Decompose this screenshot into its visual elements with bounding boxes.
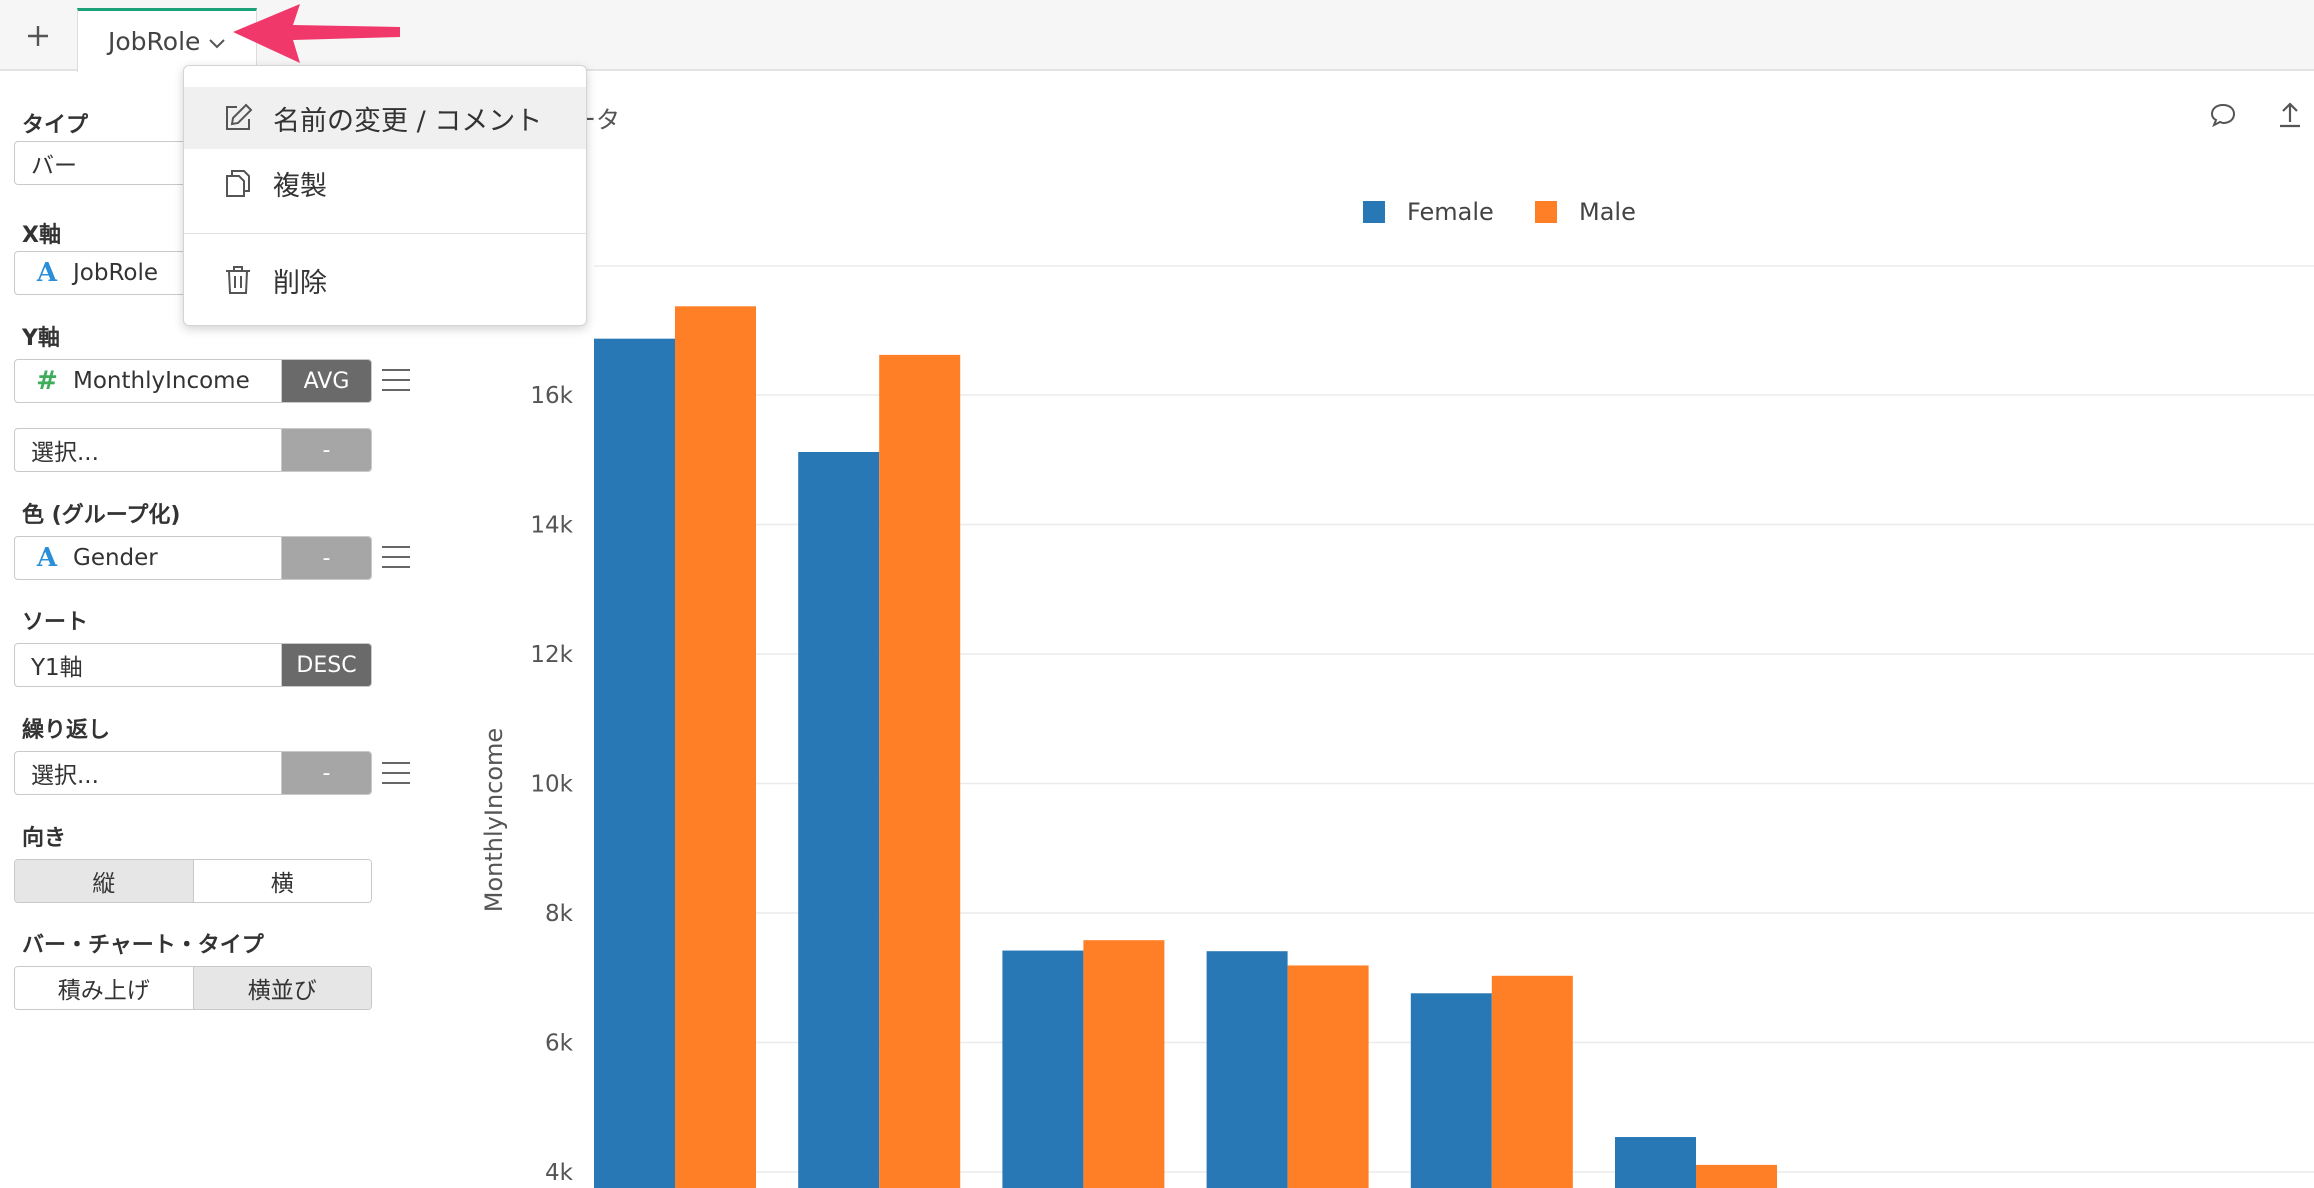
legend-label-male: Male (1579, 198, 1636, 226)
legend-label-female: Female (1407, 198, 1494, 226)
orientation-label: 向き (22, 826, 67, 851)
sort-label: ソート (22, 610, 89, 635)
x-axis-value: JobRole (73, 260, 159, 286)
bar-male[interactable] (879, 354, 961, 1188)
text-type-icon: A (36, 543, 58, 573)
bar-stacked-button[interactable]: 積み上げ (15, 967, 193, 1009)
bar-side-by-side-button[interactable]: 横並び (192, 967, 371, 1009)
export-icon[interactable] (2276, 100, 2304, 130)
repeat-menu-icon[interactable] (382, 762, 410, 784)
legend-swatch-male (1535, 201, 1557, 223)
y-tick-label: 8k (545, 901, 574, 927)
orientation-horizontal-button[interactable]: 横 (192, 860, 371, 902)
delete-menu-item[interactable]: 削除 (184, 249, 586, 311)
y-tick-label: 16k (530, 383, 573, 409)
color-value: Gender (73, 545, 158, 571)
comment-icon[interactable] (2208, 100, 2238, 130)
y-tick-label: 12k (530, 642, 573, 668)
color-menu-icon[interactable] (382, 546, 410, 568)
numeric-type-icon: # (36, 366, 58, 396)
repeat-select[interactable]: 選択... - (14, 751, 372, 795)
chevron-down-icon[interactable] (208, 38, 226, 50)
tab-context-menu: 名前の変更 / コメント 複製 削除 (183, 65, 587, 326)
bar-male[interactable] (675, 306, 756, 1188)
y-axis-value: MonthlyIncome (73, 368, 250, 394)
bar-female[interactable] (1206, 951, 1288, 1188)
y-tick-label: 6k (545, 1031, 574, 1057)
tab-jobrole[interactable]: JobRole (77, 8, 257, 72)
y-axis-menu-icon[interactable] (382, 369, 410, 391)
color-select[interactable]: A Gender - (14, 536, 372, 580)
y-tick-label: 10k (530, 772, 573, 798)
bar-female[interactable] (594, 338, 675, 1188)
y2-aggregation-button[interactable]: - (281, 429, 371, 471)
tab-label: JobRole (108, 27, 201, 56)
delete-label: 削除 (273, 267, 327, 299)
menu-separator (184, 233, 586, 234)
repeat-value: 選択... (31, 763, 99, 789)
plus-icon (28, 26, 48, 46)
sort-select[interactable]: Y1軸 DESC (14, 643, 372, 687)
orientation-vertical-button[interactable]: 縦 (15, 860, 193, 902)
bar-male[interactable] (1696, 1164, 1777, 1188)
legend-item-male: Male (1535, 198, 1636, 226)
y-axis-select[interactable]: # MonthlyIncome AVG (14, 359, 372, 403)
bar-female[interactable] (798, 451, 880, 1188)
bar-male[interactable] (1491, 975, 1573, 1188)
repeat-label: 繰り返し (22, 718, 111, 743)
type-value: バー (31, 153, 77, 179)
bar-male[interactable] (1287, 965, 1369, 1188)
sort-order-button[interactable]: DESC (281, 644, 371, 686)
sort-value: Y1軸 (31, 655, 83, 681)
chart-settings-panel: タイプ バー X軸 A JobRole Y軸 # MonthlyIncome A… (0, 73, 430, 1188)
text-type-icon: A (36, 258, 58, 288)
y-axis-title: MonthlyIncome (480, 727, 508, 913)
bar-chart-type-label: バー・チャート・タイプ (22, 933, 264, 958)
y-tick-label: 14k (530, 513, 573, 539)
bar-female[interactable] (1002, 950, 1084, 1188)
duplicate-label: 複製 (273, 170, 327, 202)
orientation-toggle: 縦 横 (14, 859, 372, 903)
rename-comment-label: 名前の変更 / コメント (273, 105, 543, 137)
y-axis-label: Y軸 (22, 326, 60, 351)
x-axis-label: X軸 (22, 223, 61, 248)
color-label: 色 (グループ化) (22, 503, 181, 528)
color-aggregation-button[interactable]: - (281, 537, 371, 579)
y2-axis-select[interactable]: 選択... - (14, 428, 372, 472)
legend-swatch-female (1363, 201, 1385, 223)
y-tick-label: 4k (545, 1160, 574, 1186)
rename-comment-menu-item[interactable]: 名前の変更 / コメント (184, 87, 586, 149)
y-aggregation-button[interactable]: AVG (281, 360, 371, 402)
copy-icon (226, 170, 250, 197)
trash-icon (226, 266, 250, 294)
y2-axis-value: 選択... (31, 440, 99, 466)
edit-icon (226, 103, 253, 130)
type-label: タイプ (22, 113, 89, 138)
duplicate-menu-item[interactable]: 複製 (184, 152, 586, 214)
bar-female[interactable] (1615, 1137, 1696, 1188)
bar-chart-type-toggle: 積み上げ 横並び (14, 966, 372, 1010)
bar-female[interactable] (1410, 993, 1492, 1188)
legend-item-female: Female (1363, 198, 1494, 226)
add-tab-button[interactable] (16, 14, 60, 58)
bar-male[interactable] (1083, 940, 1165, 1188)
repeat-aggregation-button[interactable]: - (281, 752, 371, 794)
